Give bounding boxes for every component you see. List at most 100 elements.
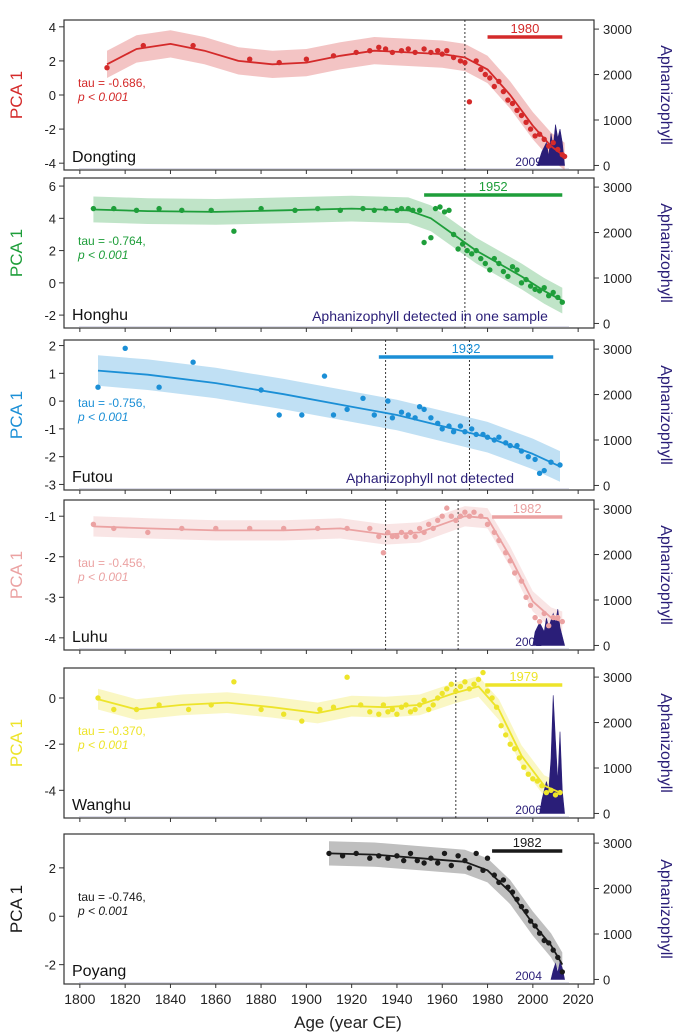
right-tick-label: 2000 xyxy=(603,68,632,83)
data-point xyxy=(516,755,522,761)
right-tick-label: 1000 xyxy=(603,113,632,128)
data-point xyxy=(412,533,418,540)
data-point xyxy=(473,431,479,438)
data-point xyxy=(426,706,432,713)
data-point xyxy=(382,46,389,52)
data-point xyxy=(435,517,441,523)
y-axis-label: PCA 1 xyxy=(7,71,26,119)
panel-dongting: 1980 Dongting tau = -0.686,p < 0.001 2009 -4… xyxy=(7,19,674,174)
data-point xyxy=(484,521,491,527)
pigment-year-label: 2006 xyxy=(515,803,542,817)
data-point xyxy=(500,88,507,95)
data-point xyxy=(299,412,305,418)
right-tick-label: 3000 xyxy=(603,670,632,685)
y-axis-label: PCA 1 xyxy=(7,391,26,439)
data-point xyxy=(428,235,434,241)
panel-poyang: 1982 Poyang tau = -0.746,p < 0.001 2004 -2 0 2… xyxy=(7,833,674,988)
data-point xyxy=(480,867,486,873)
x-tick-label: 1840 xyxy=(155,991,186,1007)
data-point xyxy=(473,58,479,64)
data-point xyxy=(503,732,509,738)
data-point xyxy=(231,228,237,234)
data-point xyxy=(491,872,497,878)
data-point xyxy=(466,686,473,692)
panel-frame xyxy=(63,177,595,329)
data-point xyxy=(394,207,400,213)
data-point xyxy=(330,704,337,710)
lake-name: Dongting xyxy=(72,149,136,166)
x-tick-label: 2020 xyxy=(563,991,594,1007)
data-point xyxy=(550,947,556,953)
data-point xyxy=(385,709,391,715)
data-point xyxy=(480,669,486,676)
data-point xyxy=(448,862,454,869)
x-axis-label: Age (year CE) xyxy=(294,1013,402,1032)
data-point xyxy=(90,521,97,527)
tau-value: tau = -0.746, xyxy=(78,890,146,904)
data-point xyxy=(401,857,407,864)
data-point xyxy=(435,695,441,701)
right-axis-label: Aphanizophyll xyxy=(657,365,674,465)
y-tick-label: -2 xyxy=(44,550,56,565)
breakpoint-label: 1982 xyxy=(513,835,542,850)
trend-line xyxy=(106,43,566,158)
data-point xyxy=(459,241,466,247)
data-point xyxy=(111,706,117,713)
data-point xyxy=(473,247,479,254)
data-point xyxy=(536,930,543,936)
right-tick-label: 3000 xyxy=(603,22,632,37)
data-point xyxy=(450,429,457,435)
data-point xyxy=(247,56,253,62)
y-tick-label: 4 xyxy=(49,20,56,35)
y-tick-label: -2 xyxy=(44,308,56,323)
data-point xyxy=(503,550,509,556)
data-point xyxy=(405,46,411,52)
data-point xyxy=(541,285,547,291)
data-point xyxy=(398,704,405,710)
data-point xyxy=(439,51,445,57)
data-point xyxy=(430,525,436,532)
data-point xyxy=(512,570,518,576)
data-point xyxy=(421,46,427,52)
data-point xyxy=(541,467,547,474)
data-point xyxy=(523,594,529,600)
data-point xyxy=(536,618,543,625)
x-tick-label: 1800 xyxy=(64,991,95,1007)
data-point xyxy=(156,205,162,212)
data-point xyxy=(466,865,473,871)
right-tick-label: 1000 xyxy=(603,271,632,286)
data-point xyxy=(389,706,396,713)
data-point xyxy=(398,529,405,536)
data-point xyxy=(353,49,359,56)
data-point xyxy=(491,437,497,443)
data-point xyxy=(462,857,468,864)
right-tick-label: 2000 xyxy=(603,388,632,403)
data-point xyxy=(455,853,461,859)
tau-value: tau = -0.764, xyxy=(78,234,146,248)
data-point xyxy=(559,969,565,975)
x-tick-label: 1860 xyxy=(200,991,231,1007)
data-point xyxy=(326,850,332,857)
data-point xyxy=(398,409,405,415)
data-point xyxy=(317,706,323,713)
data-point xyxy=(376,853,382,859)
data-point xyxy=(518,280,525,286)
confidence-band xyxy=(98,355,560,482)
data-point xyxy=(330,412,337,418)
right-tick-label: 1000 xyxy=(603,593,632,608)
data-point xyxy=(453,517,459,523)
data-point xyxy=(518,578,525,584)
data-point xyxy=(527,126,534,132)
data-point xyxy=(421,239,427,246)
data-point xyxy=(367,709,373,715)
data-point xyxy=(496,537,502,544)
data-point xyxy=(185,706,192,713)
confidence-band xyxy=(93,195,563,314)
data-point xyxy=(478,66,484,73)
data-point xyxy=(514,107,520,114)
data-point xyxy=(133,706,140,713)
y-tick-label: -4 xyxy=(44,631,56,646)
data-point xyxy=(385,529,391,536)
